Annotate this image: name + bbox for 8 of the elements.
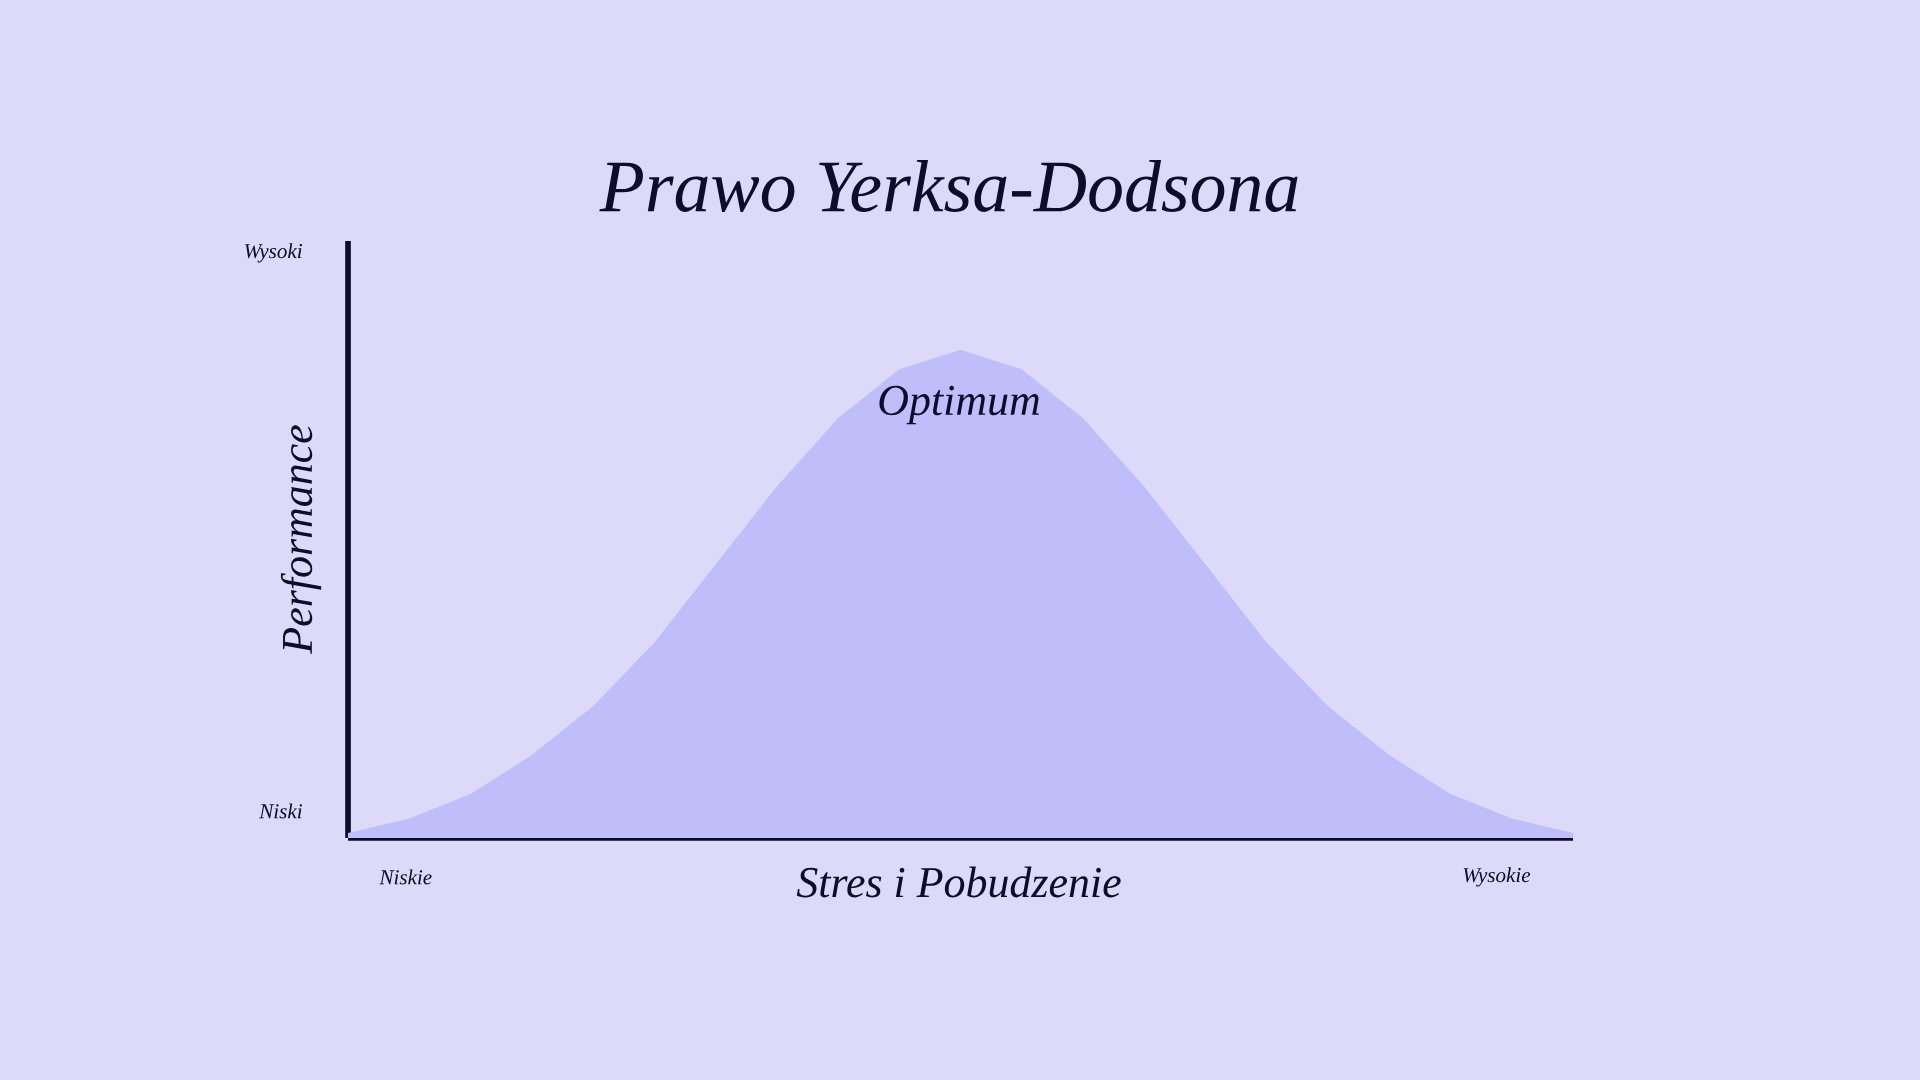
text: Niski [259,803,302,819]
text: Wysoki [245,243,302,263]
x-axis-title: Stres i Pobudzenie [796,866,1121,898]
text: Niskie [379,869,432,885]
y-axis-title: Performance [280,425,322,654]
annotation: Optimum [879,385,1039,425]
text: Wysokie [1463,867,1531,887]
chart-title: Prawo Yerksa-Dodsona [599,160,1298,212]
